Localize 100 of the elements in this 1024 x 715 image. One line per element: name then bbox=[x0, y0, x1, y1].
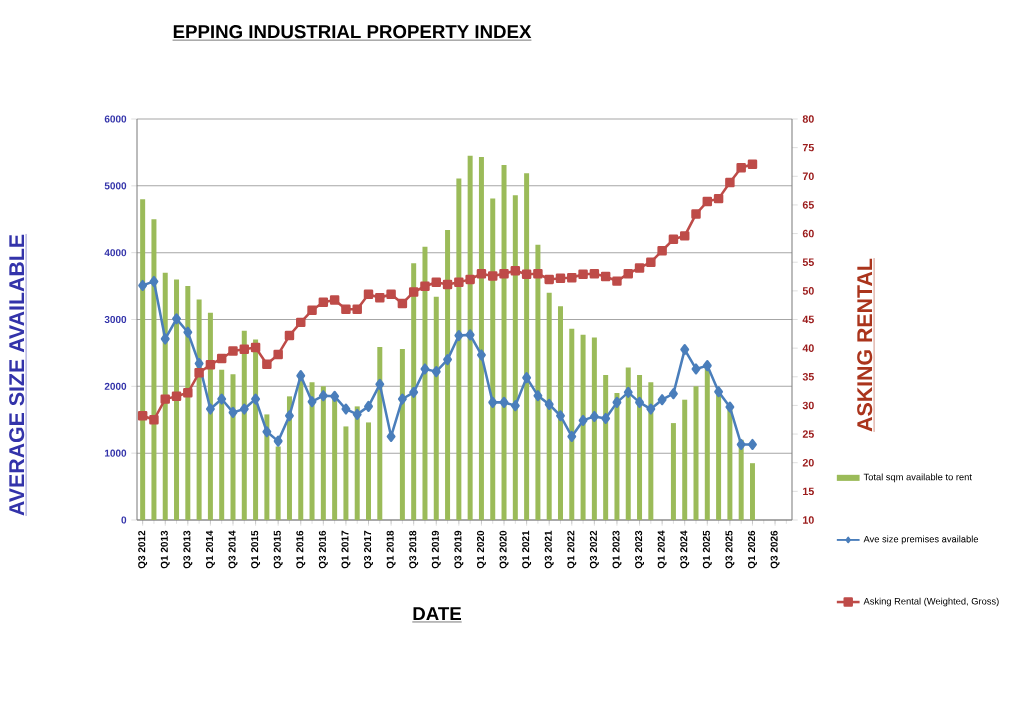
point bbox=[454, 277, 464, 287]
point bbox=[329, 295, 340, 305]
legend-label: Ave size premises available bbox=[863, 535, 979, 545]
bar bbox=[716, 393, 722, 520]
point bbox=[330, 390, 340, 402]
point bbox=[171, 391, 182, 401]
point bbox=[646, 257, 656, 267]
y-tick-label: 6000 bbox=[104, 115, 127, 123]
point bbox=[251, 393, 261, 405]
bar bbox=[411, 263, 417, 520]
point bbox=[205, 403, 215, 415]
bar bbox=[614, 393, 620, 520]
x-tick-label: Q1 2020 bbox=[476, 530, 486, 569]
y2-tick-label: 65 bbox=[802, 201, 814, 209]
x-tick-label: Q3 2016 bbox=[318, 530, 328, 569]
y2-tick-label: 40 bbox=[802, 344, 814, 352]
point bbox=[183, 326, 193, 338]
legend-label: Total sqm available to rent bbox=[863, 473, 972, 483]
bar bbox=[490, 198, 496, 520]
x-tick-label: Q3 2026 bbox=[770, 530, 780, 569]
x-tick-label: Q3 2019 bbox=[454, 530, 464, 569]
bar bbox=[174, 279, 180, 520]
point bbox=[160, 394, 170, 404]
point bbox=[149, 275, 159, 287]
point bbox=[386, 289, 396, 300]
point bbox=[183, 388, 193, 398]
y2-tick-label: 45 bbox=[802, 315, 814, 324]
x-tick-label: Q1 2017 bbox=[341, 530, 351, 569]
point bbox=[149, 415, 159, 425]
point bbox=[341, 403, 351, 415]
point bbox=[736, 438, 746, 451]
point bbox=[679, 231, 690, 241]
x-tick-label: Q1 2014 bbox=[205, 530, 215, 569]
point bbox=[589, 268, 600, 279]
point bbox=[680, 344, 690, 356]
point bbox=[341, 304, 351, 314]
y-tick-label: 5000 bbox=[104, 182, 127, 190]
point bbox=[239, 403, 249, 415]
bar bbox=[275, 446, 281, 520]
point bbox=[262, 426, 272, 438]
point bbox=[747, 159, 758, 169]
bar bbox=[399, 348, 405, 520]
bar bbox=[151, 219, 157, 520]
x-tick-label: Q1 2019 bbox=[431, 530, 441, 569]
bar bbox=[591, 337, 597, 520]
point bbox=[318, 297, 329, 308]
y2-axis-title: ASKING RENTAL bbox=[857, 258, 873, 432]
point bbox=[567, 430, 577, 442]
chart-title: EPPING INDUSTRIAL PROPERTY INDEX bbox=[173, 25, 532, 39]
point bbox=[352, 304, 362, 314]
point bbox=[216, 353, 227, 364]
bar bbox=[648, 382, 654, 520]
point bbox=[601, 412, 611, 424]
y2-tick-label: 30 bbox=[802, 401, 814, 410]
y2-tick-label: 50 bbox=[802, 287, 814, 295]
point bbox=[488, 396, 498, 408]
point bbox=[510, 266, 521, 276]
point bbox=[397, 393, 407, 405]
x-tick-label: Q3 2012 bbox=[138, 530, 148, 569]
point bbox=[352, 408, 362, 420]
point bbox=[375, 378, 385, 390]
point bbox=[307, 305, 317, 316]
point bbox=[442, 279, 453, 290]
point bbox=[386, 430, 396, 442]
x-tick-label: Q3 2024 bbox=[680, 530, 690, 569]
point bbox=[634, 263, 645, 273]
point bbox=[600, 271, 611, 282]
x-tick-label: Q3 2018 bbox=[409, 530, 419, 569]
bar bbox=[230, 374, 236, 520]
point bbox=[160, 333, 170, 345]
point bbox=[397, 298, 408, 309]
point bbox=[284, 410, 294, 422]
x-tick-label: Q3 2014 bbox=[228, 530, 238, 569]
point bbox=[533, 390, 543, 402]
y2-tick-label: 35 bbox=[802, 373, 814, 381]
point bbox=[217, 393, 227, 405]
point bbox=[499, 396, 509, 408]
point bbox=[555, 273, 566, 283]
point bbox=[250, 342, 261, 353]
x-tick-label: Q1 2016 bbox=[296, 530, 306, 569]
point bbox=[691, 209, 701, 219]
point bbox=[262, 359, 272, 369]
point bbox=[273, 349, 283, 360]
x-tick-label: Q1 2025 bbox=[702, 530, 712, 569]
point bbox=[273, 435, 283, 447]
point bbox=[296, 370, 306, 382]
point bbox=[172, 313, 181, 325]
x-tick-label: Q3 2020 bbox=[499, 530, 509, 569]
y2-tick-label: 25 bbox=[802, 430, 814, 438]
bar bbox=[196, 299, 202, 520]
y2-tick-label: 10 bbox=[803, 516, 814, 524]
bar bbox=[366, 422, 372, 520]
point bbox=[612, 276, 622, 286]
bar bbox=[693, 386, 699, 520]
point bbox=[499, 268, 509, 279]
point bbox=[522, 372, 532, 384]
bar bbox=[524, 173, 530, 520]
point bbox=[544, 274, 554, 285]
point bbox=[668, 234, 679, 245]
point bbox=[713, 193, 724, 204]
